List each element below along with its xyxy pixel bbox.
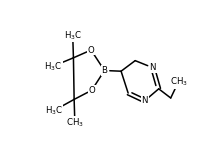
Text: H$_3$C: H$_3$C bbox=[44, 60, 62, 72]
Text: B: B bbox=[101, 66, 107, 75]
Text: N: N bbox=[141, 96, 148, 105]
Text: H$_3$C: H$_3$C bbox=[45, 104, 63, 117]
Text: N: N bbox=[149, 63, 156, 72]
Text: CH$_3$: CH$_3$ bbox=[169, 76, 187, 88]
Text: O: O bbox=[88, 46, 94, 55]
Text: O: O bbox=[88, 86, 95, 95]
Text: CH$_3$: CH$_3$ bbox=[66, 116, 84, 129]
Text: H$_3$C: H$_3$C bbox=[64, 29, 82, 41]
